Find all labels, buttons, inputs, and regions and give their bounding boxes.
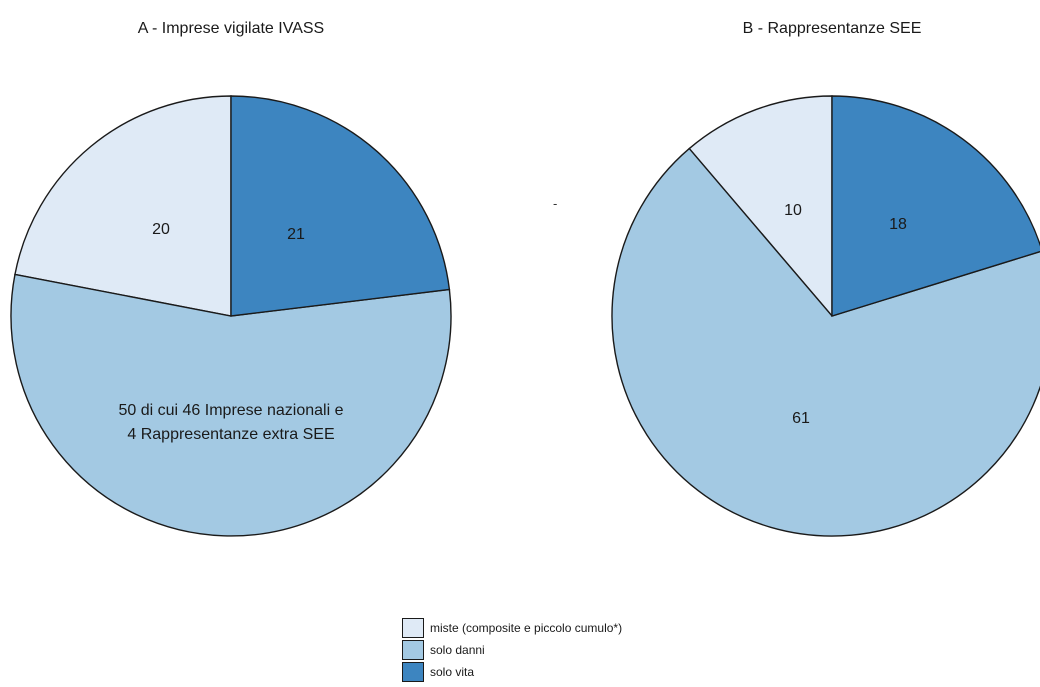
pie-chart-b: B - Rappresentanze SEE 18 61 10 xyxy=(611,20,1040,537)
pie-chart-a: A - Imprese vigilate IVASS 21 50 di cui 4… xyxy=(10,20,452,537)
legend-swatch-danni xyxy=(402,640,424,660)
stray-mark: - xyxy=(553,196,558,211)
pie-b-slice-danni xyxy=(611,147,1040,537)
pie-b-title: B - Rappresentanze SEE xyxy=(743,20,922,37)
pie-b-label-danni: 61 xyxy=(792,410,810,427)
pie-a-title: A - Imprese vigilate IVASS xyxy=(138,20,324,37)
legend-swatch-vita xyxy=(402,662,424,682)
legend: miste (composite e piccolo cumulo*) solo… xyxy=(402,617,622,683)
legend-label-danni: solo danni xyxy=(430,643,485,657)
pie-b-label-miste: 10 xyxy=(784,202,802,219)
pie-a-slice-danni xyxy=(10,273,452,537)
pie-b-slice-miste xyxy=(688,95,833,318)
pie-b-label-vita: 18 xyxy=(889,216,907,233)
legend-label-miste: miste (composite e piccolo cumulo*) xyxy=(430,621,623,635)
pie-a-label-vita: 21 xyxy=(287,226,305,243)
pie-a-slice-vita xyxy=(230,95,451,317)
legend-item-vita: solo vita xyxy=(402,661,622,683)
pie-b-slice-vita xyxy=(831,95,1040,317)
pie-a-label-miste: 20 xyxy=(152,221,170,238)
legend-item-miste: miste (composite e piccolo cumulo*) xyxy=(402,617,622,639)
legend-item-danni: solo danni xyxy=(402,639,622,661)
legend-label-vita: solo vita xyxy=(430,665,475,679)
pie-a-slice-miste xyxy=(14,95,232,317)
legend-swatch-miste xyxy=(402,618,424,638)
